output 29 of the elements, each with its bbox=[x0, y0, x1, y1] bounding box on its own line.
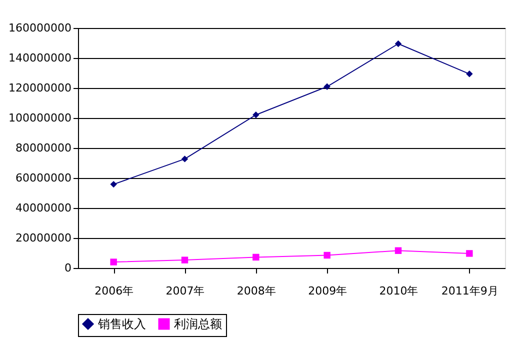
y-tick-label: 20000000 bbox=[16, 232, 72, 244]
y-tick-label: 80000000 bbox=[16, 142, 72, 154]
y-tick-label: 60000000 bbox=[16, 172, 72, 184]
x-tick-label: 2010年 bbox=[379, 284, 418, 298]
y-tick-label: 140000000 bbox=[8, 52, 72, 64]
point bbox=[394, 40, 402, 48]
x-tick-label: 2009年 bbox=[308, 284, 348, 298]
x-tick-label: 2008年 bbox=[236, 284, 276, 298]
point bbox=[394, 247, 402, 254]
point bbox=[110, 258, 117, 266]
point bbox=[324, 83, 330, 90]
point bbox=[181, 156, 188, 162]
y-tick-label: 160000000 bbox=[8, 22, 72, 34]
y-tick-label: 40000000 bbox=[16, 202, 72, 214]
point bbox=[466, 70, 473, 78]
x-tick-label: 2011年9月 bbox=[441, 284, 498, 298]
x-tick-label: 2006年 bbox=[94, 284, 134, 298]
x-tick-label: 2007年 bbox=[166, 284, 205, 298]
legend-label: 销售收入 bbox=[97, 317, 146, 331]
y-tick-label: 100000000 bbox=[8, 112, 72, 124]
point bbox=[252, 254, 260, 261]
y-tick-label: 120000000 bbox=[8, 82, 72, 94]
point bbox=[324, 252, 330, 259]
point bbox=[466, 250, 473, 257]
y-tick-label: 0 bbox=[64, 262, 72, 274]
point bbox=[110, 180, 117, 188]
point bbox=[181, 256, 188, 264]
legend-label: 利润总额 bbox=[174, 317, 222, 331]
point bbox=[252, 111, 260, 118]
